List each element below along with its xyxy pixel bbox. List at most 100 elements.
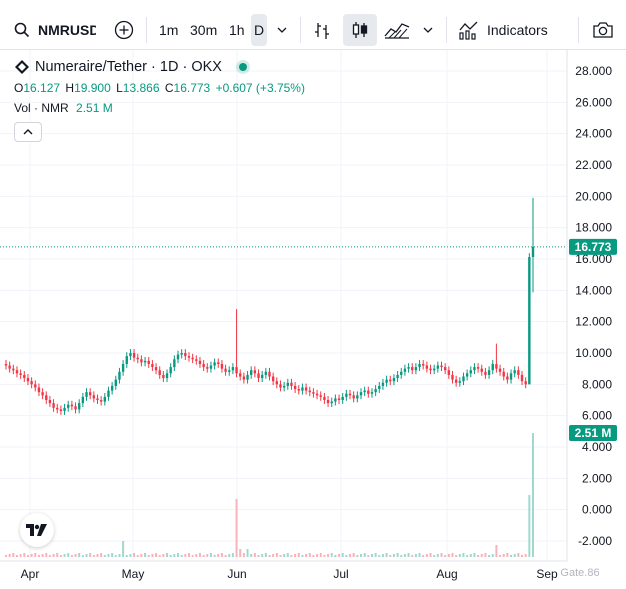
toolbar-separator [146, 17, 147, 43]
candle-body [114, 379, 117, 386]
candles [4, 197, 535, 415]
time-axis: Apr May Jun Jul Aug Sep [21, 567, 558, 581]
volume-bar [224, 555, 227, 557]
legend-ohlc: O16.127 H19.900 L13.866 C16.773 +0.607 (… [14, 81, 305, 97]
candle-body [246, 374, 249, 380]
volume-bar [103, 555, 106, 557]
candle-body [367, 390, 370, 394]
interval-1m[interactable]: 1m [159, 22, 179, 38]
close-key: C [164, 81, 174, 95]
interval-1h[interactable]: 1h [229, 22, 245, 38]
candle-body [447, 370, 451, 375]
candle-body [136, 357, 139, 360]
candle-body [118, 371, 121, 380]
volume-bar [235, 499, 238, 557]
candle-body [352, 395, 355, 399]
candle-body [359, 392, 363, 396]
volume-bar [111, 553, 114, 557]
volume-bar [359, 554, 362, 557]
price-chart[interactable]: 28.000 26.000 24.000 22.000 20.000 18.000 16.0… [0, 50, 626, 589]
interval-d[interactable]: D [251, 14, 267, 46]
volume-bar [517, 553, 520, 557]
candle-body [34, 384, 37, 388]
candle-body [484, 371, 487, 375]
volume-label: 2.51 M [575, 426, 612, 440]
volume-bar [173, 554, 176, 557]
interval-dropdown-button[interactable] [273, 14, 291, 46]
volume-bar [341, 553, 344, 557]
candle-body [48, 400, 52, 404]
volume-bar [455, 555, 458, 557]
volume-bar [242, 553, 245, 557]
candle-body [15, 370, 19, 374]
candle-body [4, 363, 8, 366]
last-price-badge: 16.773 [569, 238, 617, 255]
candle-body [341, 396, 344, 400]
candle-body [403, 368, 407, 372]
legend: Numeraire/Tether · 1D · OKX O16.127 H19.… [14, 56, 305, 117]
price-tick-label: 22.000 [575, 158, 612, 172]
volume-bar [319, 553, 322, 557]
volume-bar [506, 553, 509, 557]
volume-bar [414, 554, 417, 557]
volume-bar [374, 553, 377, 557]
candle-body [77, 403, 81, 410]
volume-bar [528, 495, 531, 557]
volume-bars [5, 433, 534, 557]
volume-bar [389, 555, 392, 557]
area-chart-type-button[interactable] [383, 14, 411, 46]
candle-body [70, 404, 74, 407]
candle-body [239, 373, 242, 377]
screenshot-button[interactable] [590, 14, 616, 46]
candles-chart-type-button[interactable] [343, 14, 377, 46]
indicators-button[interactable]: Indicators [458, 14, 548, 46]
price-tick-label: 12.000 [575, 315, 612, 329]
compare-button[interactable] [112, 14, 136, 46]
candle-body [191, 357, 194, 360]
legend-title: Numeraire/Tether · 1D · OKX [35, 59, 222, 75]
candle-body [385, 379, 388, 383]
candle-body [56, 407, 59, 410]
candle-body [143, 360, 147, 363]
volume-bar [466, 555, 469, 557]
volume-bar [469, 554, 472, 557]
interval-30m[interactable]: 30m [190, 22, 218, 38]
tradingview-logo[interactable] [20, 513, 54, 547]
candle-body [140, 359, 143, 363]
volume-bar [261, 554, 264, 557]
candle-body [396, 374, 399, 379]
candle-body [37, 387, 41, 393]
chart-type-dropdown-button[interactable] [419, 14, 437, 46]
candle-body [432, 368, 436, 371]
camera-icon [593, 22, 613, 38]
volume-bar [48, 555, 51, 557]
bar-chart-type-button[interactable] [310, 14, 334, 46]
chevron-up-icon [23, 129, 33, 135]
volume-bar [202, 555, 205, 557]
volume-bar [19, 554, 22, 557]
symbol-search[interactable]: NMRUSDT [14, 14, 96, 46]
volume-bar [418, 553, 421, 557]
volume-bar [133, 553, 136, 557]
candle-body [279, 384, 282, 388]
collapse-legend-button[interactable] [14, 122, 42, 142]
volume-bar [458, 554, 461, 557]
volume-bar [136, 555, 139, 557]
candle-body [213, 362, 216, 366]
price-tick-label: 16.000 [575, 252, 612, 266]
volume-bar [349, 554, 352, 557]
volume-bar [407, 553, 410, 557]
volume-bar [162, 554, 165, 557]
volume-bar [56, 553, 59, 557]
candle-body [242, 376, 246, 380]
price-tick-label: 8.000 [582, 377, 612, 391]
price-tick-label: 20.000 [575, 189, 612, 203]
candle-body [169, 367, 172, 374]
candle-body [231, 367, 235, 371]
change-value: +0.607 (+3.75%) [215, 81, 305, 95]
candles-icon [352, 22, 368, 38]
candle-body [30, 381, 33, 385]
volume-bar [257, 555, 260, 557]
candle-body [264, 371, 268, 375]
candle-body [45, 395, 48, 400]
